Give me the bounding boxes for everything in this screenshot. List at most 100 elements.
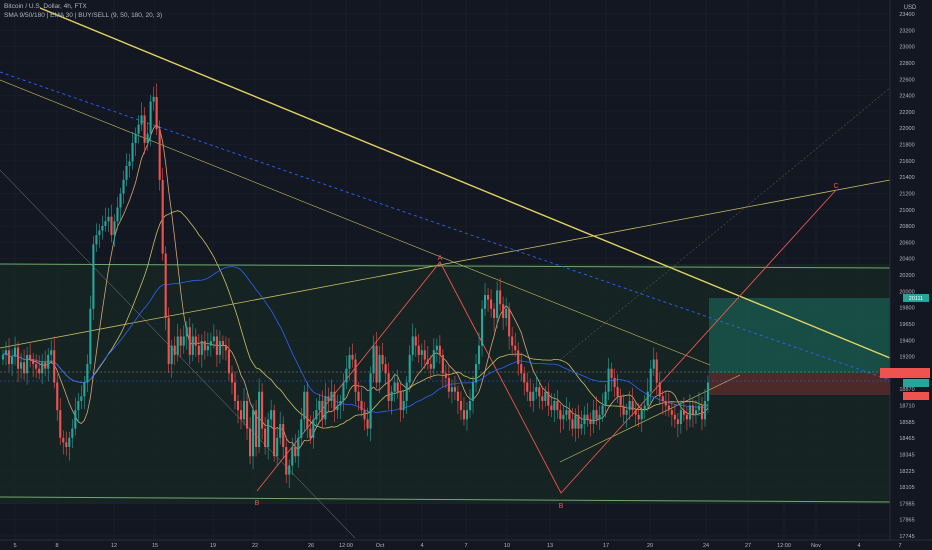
candle-body[interactable] [384, 364, 387, 374]
candle-body[interactable] [294, 447, 297, 457]
candle-body[interactable] [366, 419, 369, 429]
candle-body[interactable] [655, 359, 658, 383]
candle-body[interactable] [502, 304, 505, 319]
candle-body[interactable] [676, 419, 679, 424]
candle-body[interactable] [562, 414, 565, 420]
upper-channel-line[interactable] [0, 79, 711, 366]
ascending-trendline[interactable] [0, 179, 891, 349]
candle-body[interactable] [188, 327, 191, 355]
candle-body[interactable] [580, 423, 583, 429]
candle-body[interactable] [306, 391, 309, 429]
candle-body[interactable] [535, 387, 538, 392]
candle-body[interactable] [652, 359, 655, 369]
candle-body[interactable] [74, 410, 77, 429]
candle-body[interactable] [369, 373, 372, 429]
candle-body[interactable] [474, 364, 478, 383]
candle-body[interactable] [471, 382, 475, 401]
candle-body[interactable] [616, 387, 619, 397]
candle-body[interactable] [411, 336, 414, 355]
candle-body[interactable] [547, 391, 550, 406]
candle-body[interactable] [26, 354, 29, 374]
candle-body[interactable] [137, 124, 140, 134]
candle-body[interactable] [348, 354, 351, 369]
candle-body[interactable] [381, 354, 384, 365]
candle-body[interactable] [113, 221, 116, 236]
candle-body[interactable] [134, 133, 137, 143]
candle-body[interactable] [517, 350, 520, 365]
candle-body[interactable] [423, 350, 426, 360]
candle-body[interactable] [526, 382, 529, 392]
candle-body[interactable] [456, 391, 459, 401]
candle-body[interactable] [640, 410, 643, 420]
candle-body[interactable] [1, 354, 5, 360]
candle-body[interactable] [279, 423, 282, 438]
candle-body[interactable] [53, 350, 56, 383]
candle-body[interactable] [583, 414, 586, 424]
candle-body[interactable] [589, 419, 592, 424]
candle-body[interactable] [125, 166, 128, 180]
candle-body[interactable] [598, 414, 601, 420]
candle-body[interactable] [345, 368, 348, 383]
candle-body[interactable] [565, 410, 568, 415]
candle-body[interactable] [224, 345, 228, 351]
candle-body[interactable] [556, 400, 559, 411]
candle-body[interactable] [703, 400, 707, 420]
candle-body[interactable] [408, 354, 411, 383]
dotted-trendline[interactable] [0, 71, 891, 381]
candle-body[interactable] [508, 308, 511, 337]
candle-body[interactable] [333, 391, 336, 411]
candle-body[interactable] [197, 345, 200, 355]
candle-body[interactable] [574, 414, 577, 429]
candle-body[interactable] [496, 290, 499, 319]
candle-body[interactable] [619, 396, 622, 406]
candle-body[interactable] [399, 391, 402, 411]
candle-body[interactable] [200, 341, 203, 355]
candle-body[interactable] [607, 368, 610, 392]
candle-body[interactable] [550, 405, 553, 411]
candle-body[interactable] [568, 410, 571, 420]
candle-body[interactable] [538, 387, 541, 397]
candle-body[interactable] [339, 400, 342, 406]
time-axis[interactable]: 5 8 12 15 19 22 26 12:00 Oct 4 7 10 13 17 20 24 27 12:00 N… [0, 539, 932, 550]
candle-body[interactable] [276, 437, 279, 457]
candle-body[interactable] [520, 364, 523, 374]
candle-body[interactable] [429, 364, 432, 369]
candle-body[interactable] [447, 377, 450, 392]
candle-body[interactable] [682, 410, 685, 415]
candle-body[interactable] [248, 428, 252, 457]
candle-body[interactable] [152, 96, 155, 102]
candle-body[interactable] [297, 437, 300, 457]
candle-body[interactable] [468, 400, 472, 411]
candle-body[interactable] [357, 391, 360, 401]
candle-body[interactable] [309, 428, 312, 438]
candle-body[interactable] [694, 410, 698, 415]
candle-body[interactable] [110, 216, 113, 236]
candle-body[interactable] [191, 336, 194, 355]
candle-body[interactable] [480, 308, 484, 346]
candle-body[interactable] [80, 396, 83, 401]
candle-body[interactable] [170, 345, 173, 365]
candle-body[interactable] [291, 447, 294, 466]
candle-body[interactable] [77, 400, 80, 411]
candle-body[interactable] [209, 341, 212, 346]
candle-body[interactable] [146, 133, 149, 143]
candle-body[interactable] [438, 345, 441, 355]
candle-body[interactable] [62, 437, 65, 443]
candle-body[interactable] [649, 368, 652, 392]
candle-body[interactable] [303, 391, 306, 420]
candle-body[interactable] [544, 391, 547, 401]
ema-30-line[interactable] [2, 210, 709, 429]
candle-body[interactable] [378, 354, 381, 383]
candle-body[interactable] [44, 362, 47, 369]
candle-body[interactable] [670, 410, 673, 415]
candle-body[interactable] [420, 350, 423, 355]
candle-body[interactable] [29, 354, 32, 360]
candle-body[interactable] [691, 405, 694, 415]
candle-body[interactable] [354, 359, 357, 392]
candle-body[interactable] [4, 350, 8, 355]
candle-body[interactable] [393, 382, 396, 392]
candle-body[interactable] [592, 410, 595, 424]
candle-body[interactable] [700, 405, 704, 420]
